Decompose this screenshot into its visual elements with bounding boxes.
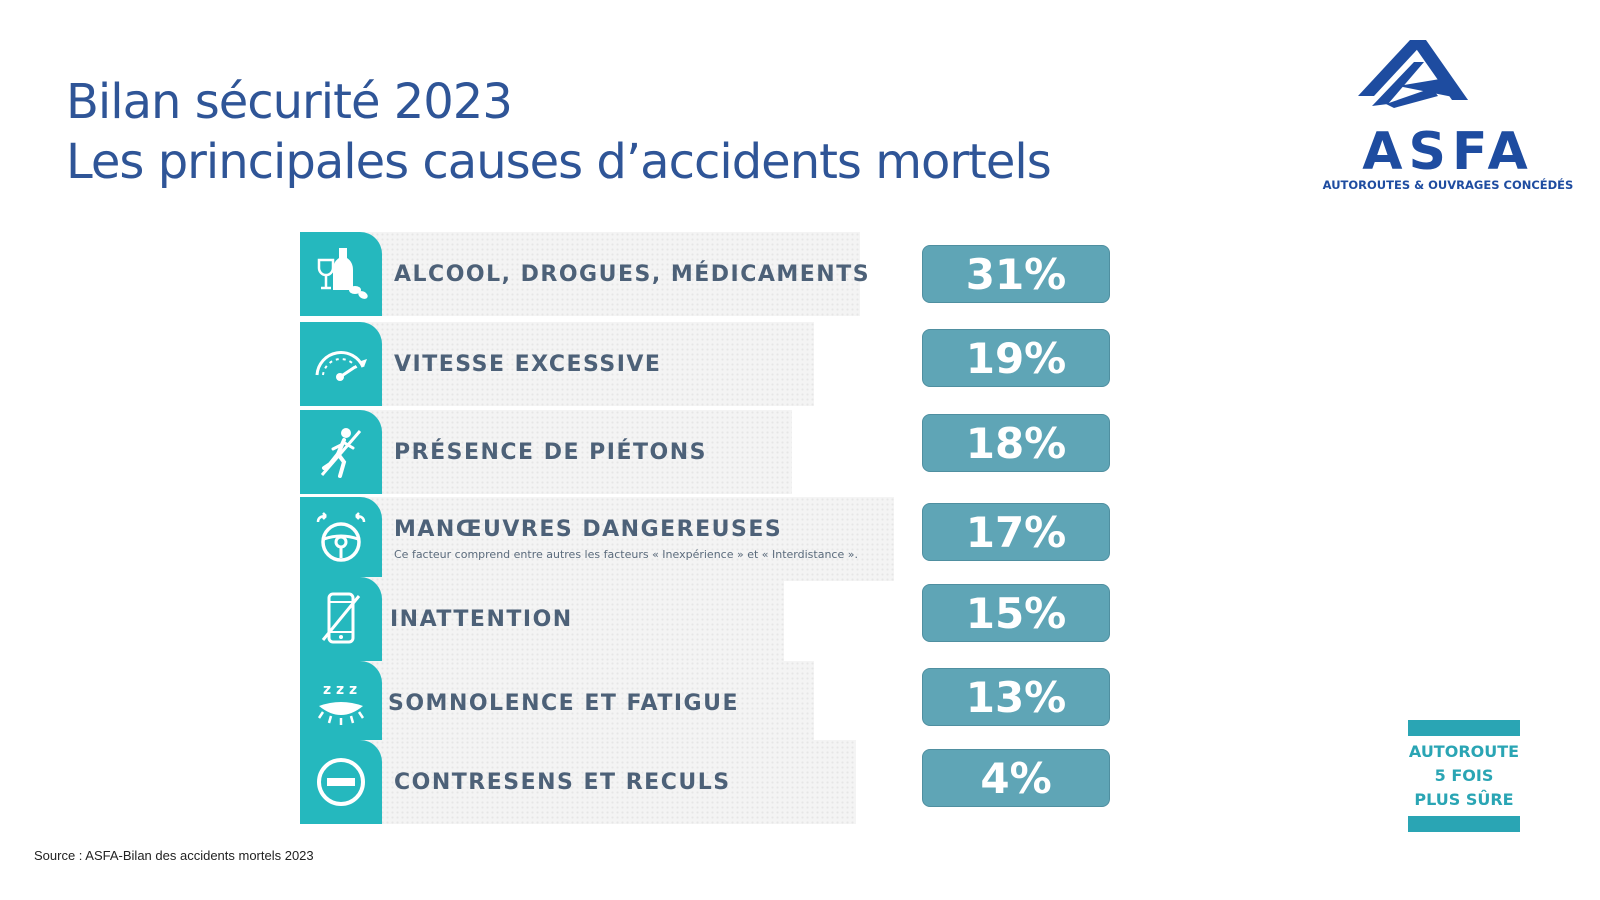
cause-label: VITESSE EXCESSIVE xyxy=(394,351,662,377)
percent-badge: 15% xyxy=(922,584,1110,642)
percent-badge: 17% xyxy=(922,503,1110,561)
cause-label: INATTENTION xyxy=(390,606,573,632)
asfa-logo: ASFA AUTOROUTES & OUVRAGES CONCÉDÉS xyxy=(1318,38,1578,198)
asfa-logo-mark xyxy=(1358,40,1468,108)
slide-title: Bilan sécurité 2023 Les principales caus… xyxy=(66,72,1052,192)
page-subtitle: Les principales causes d’accidents morte… xyxy=(66,134,1052,190)
badge-line: PLUS SÛRE xyxy=(1414,790,1514,809)
percent-badge: 31% xyxy=(922,245,1110,303)
cause-bar xyxy=(300,661,814,745)
cause-bar xyxy=(300,322,814,406)
cause-label: CONTRESENS ET RECULS xyxy=(394,769,731,795)
speedometer-icon xyxy=(300,322,382,406)
cause-label: PRÉSENCE DE PIÉTONS xyxy=(394,439,707,465)
steering-wheel-icon xyxy=(300,497,382,581)
logo-tagline: AUTOROUTES & OUVRAGES CONCÉDÉS xyxy=(1322,178,1574,192)
badge-line: AUTOROUTE xyxy=(1408,742,1520,761)
phone-crossed-icon xyxy=(300,577,382,661)
cause-label: SOMNOLENCE ET FATIGUE xyxy=(388,690,740,716)
svg-text:z z z: z z z xyxy=(323,682,357,698)
percent-badge: 4% xyxy=(922,749,1110,807)
alcohol-drugs-icon xyxy=(300,232,382,316)
source-note: Source : ASFA-Bilan des accidents mortel… xyxy=(34,848,314,863)
cause-bar xyxy=(300,497,894,581)
cause-label: MANŒUVRES DANGEREUSES xyxy=(394,517,783,542)
cause-bar xyxy=(300,232,860,316)
percent-badge: 19% xyxy=(922,329,1110,387)
autoroute-badge: AUTOROUTE 5 FOIS PLUS SÛRE xyxy=(1408,720,1520,832)
cause-bar xyxy=(300,410,792,494)
no-entry-icon xyxy=(300,740,382,824)
cause-label-box: VITESSE EXCESSIVE xyxy=(394,322,661,406)
pedestrian-icon xyxy=(300,410,382,494)
logo-name: ASFA xyxy=(1362,122,1534,182)
badge-line: 5 FOIS xyxy=(1434,766,1494,785)
cause-label-box: INATTENTION xyxy=(390,577,573,661)
badge-text: AUTOROUTE 5 FOIS PLUS SÛRE xyxy=(1408,736,1520,816)
cause-note: Ce facteur comprend entre autres les fac… xyxy=(394,548,858,561)
percent-badge: 18% xyxy=(922,414,1110,472)
cause-label-box: MANŒUVRES DANGEREUSES Ce facteur compren… xyxy=(394,497,858,581)
cause-label-box: ALCOOL, DROGUES, MÉDICAMENTS xyxy=(394,232,870,316)
sleepy-eye-icon: z z z xyxy=(300,661,382,745)
cause-label-box: SOMNOLENCE ET FATIGUE xyxy=(388,661,739,745)
cause-label: ALCOOL, DROGUES, MÉDICAMENTS xyxy=(394,261,871,287)
page-title: Bilan sécurité 2023 xyxy=(66,74,513,130)
cause-label-box: CONTRESENS ET RECULS xyxy=(394,740,731,824)
cause-bar xyxy=(300,740,856,824)
cause-label-box: PRÉSENCE DE PIÉTONS xyxy=(394,410,707,494)
percent-badge: 13% xyxy=(922,668,1110,726)
